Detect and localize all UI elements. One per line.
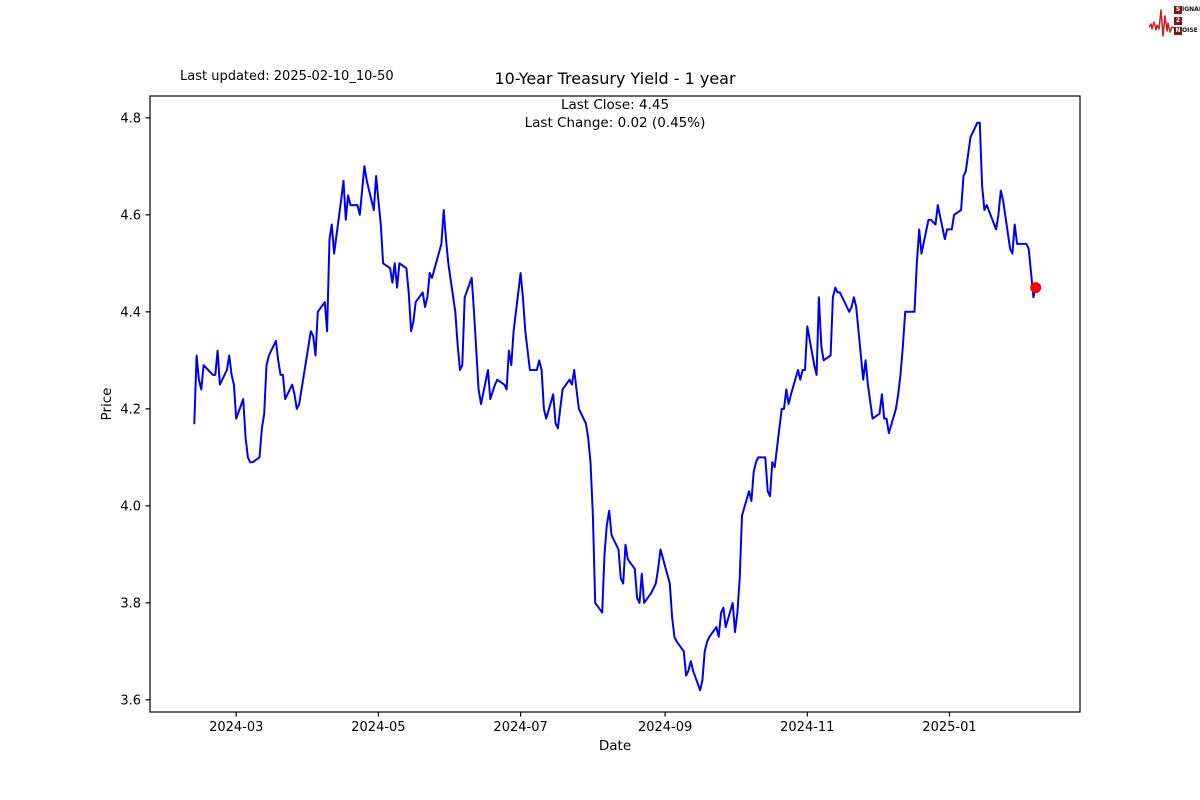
logo-wordmark: S IGNAL 2 N OISE bbox=[1174, 6, 1200, 35]
y-tick-label: 4.6 bbox=[120, 208, 141, 223]
logo-text-oise: OISE bbox=[1182, 27, 1198, 34]
y-tick-label: 4.2 bbox=[120, 402, 141, 417]
last-updated-text: Last updated: 2025-02-10_10-50 bbox=[180, 69, 394, 84]
y-tick-label: 4.8 bbox=[120, 111, 141, 126]
last-close-marker bbox=[1030, 282, 1042, 294]
logo-badge-s: S bbox=[1174, 6, 1182, 14]
logo-row-2: 2 bbox=[1174, 16, 1200, 25]
logo-badge-n: N bbox=[1174, 27, 1182, 35]
logo-text-ignal: IGNAL bbox=[1182, 6, 1200, 13]
chart-title: 10-Year Treasury Yield - 1 year bbox=[494, 69, 736, 88]
x-axis-label: Date bbox=[598, 738, 632, 754]
signal2noise-logo: S IGNAL 2 N OISE bbox=[1149, 3, 1200, 43]
x-tick-label: 2024-11 bbox=[780, 720, 834, 735]
y-tick-label: 3.6 bbox=[120, 693, 141, 708]
x-tick-label: 2024-05 bbox=[351, 720, 405, 735]
logo-badge-2: 2 bbox=[1174, 16, 1182, 25]
x-tick-label: 2024-03 bbox=[209, 720, 263, 735]
logo-row-noise: N OISE bbox=[1174, 27, 1200, 35]
y-tick-label: 4.4 bbox=[120, 305, 141, 320]
last-close-text: Last Close: 4.45 bbox=[560, 97, 670, 113]
y-tick-label: 3.8 bbox=[120, 596, 141, 611]
logo-row-signal: S IGNAL bbox=[1174, 6, 1200, 14]
plot-border bbox=[149, 95, 1081, 713]
x-tick-label: 2024-09 bbox=[638, 720, 692, 735]
price-line bbox=[193, 121, 1037, 692]
x-tick-label: 2024-07 bbox=[493, 720, 547, 735]
last-change-text: Last Change: 0.02 (0.45%) bbox=[524, 115, 706, 131]
y-tick-label: 4.0 bbox=[120, 499, 141, 514]
x-tick-label: 2025-01 bbox=[922, 720, 976, 735]
seismograph-wave-icon bbox=[1149, 9, 1175, 37]
